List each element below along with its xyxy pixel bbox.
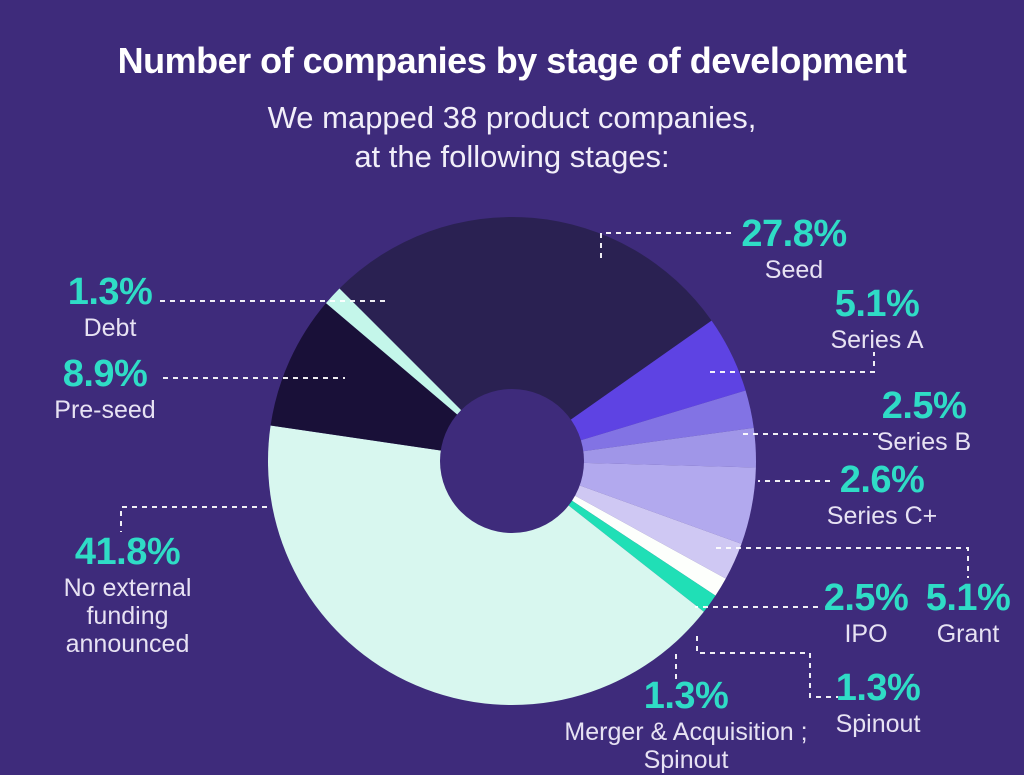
percent-value-pre-seed: 8.9% [62, 353, 148, 395]
pie-slice-no-external-funding [268, 425, 704, 705]
slice-label-spinout: Spinout [835, 710, 921, 738]
callout-pre-seed: 8.9% Pre-seed [42, 354, 168, 424]
percent-value-no-external-funding: 41.8% [74, 531, 181, 573]
slice-label-debt: Debt [83, 314, 137, 342]
chart-subtitle: We mapped 38 product companies, at the f… [0, 98, 1024, 176]
pie-slice-pre-seed [270, 303, 512, 461]
donut-hole [440, 389, 584, 533]
leader-line-no-external-funding [120, 506, 267, 532]
leader-line-series-a [710, 352, 875, 373]
percent-value-spinout: 1.3% [835, 667, 921, 709]
percent-value-ipo: 2.5% [823, 577, 909, 619]
page-title: Number of companies by stage of developm… [117, 40, 907, 81]
percent-value-series-a: 5.1% [834, 283, 920, 325]
slice-label-grant: Grant [936, 620, 1000, 648]
slice-label-merger-acquisition-spinout: Merger & Acquisition ; Spinout [564, 718, 808, 774]
pie-slice-seed [339, 217, 712, 461]
percent-value-debt: 1.3% [67, 271, 153, 313]
callout-grant: 5.1% Grant [912, 578, 1024, 648]
slice-label-series-b: Series B [876, 428, 972, 456]
callout-ipo: 2.5% IPO [810, 578, 922, 648]
callout-no-external-funding: 41.8% No external funding announced [45, 532, 210, 658]
callout-series-a: 5.1% Series A [816, 284, 938, 354]
percent-value-series-b: 2.5% [881, 385, 967, 427]
slice-label-ipo: IPO [844, 620, 888, 648]
leader-line-spinout [696, 636, 838, 698]
percent-value-seed: 27.8% [741, 213, 847, 255]
subtitle-line-1: We mapped 38 product companies, [267, 100, 757, 135]
leader-line-seed [600, 232, 731, 258]
slice-label-pre-seed: Pre-seed [54, 396, 156, 424]
slice-label-no-external-funding: No external funding announced [63, 574, 192, 658]
callout-series-c-plus: 2.6% Series C+ [816, 460, 948, 530]
callout-merger-acquisition-spinout: 1.3% Merger & Acquisition ; Spinout [552, 676, 820, 774]
slice-label-series-c-plus: Series C+ [826, 502, 938, 530]
percent-value-grant: 5.1% [925, 577, 1011, 619]
slice-label-seed: Seed [764, 256, 824, 284]
callout-series-b: 2.5% Series B [858, 386, 990, 456]
percent-value-merger-acquisition-spinout: 1.3% [643, 675, 729, 717]
slice-label-series-a: Series A [830, 326, 924, 354]
leader-line-grant [716, 547, 969, 578]
percent-value-series-c-plus: 2.6% [839, 459, 925, 501]
callout-debt: 1.3% Debt [52, 272, 168, 342]
subtitle-line-2: at the following stages: [354, 139, 670, 174]
callout-seed: 27.8% Seed [730, 214, 858, 284]
callout-spinout: 1.3% Spinout [814, 668, 942, 738]
